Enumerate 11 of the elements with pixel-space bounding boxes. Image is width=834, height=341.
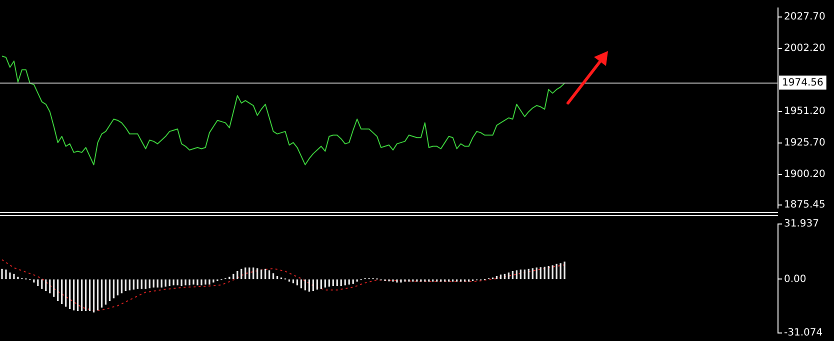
y-tick-label: 1875.45 (784, 200, 826, 211)
line-series (1, 259, 566, 312)
y-tick-label: 31.937 (784, 218, 819, 230)
y-tick-label: 2027.70 (784, 12, 826, 23)
y-tick-label: 1951.20 (784, 106, 826, 118)
y-tick-label: 1925.70 (784, 138, 826, 149)
ref-line-label: 1974.56 (782, 78, 824, 89)
y-tick-label: 0.00 (784, 274, 806, 285)
y-tick-label: -31.074 (784, 328, 823, 339)
y-tick-label: 1900.20 (784, 169, 826, 180)
y-tick-label: 2002.20 (784, 43, 826, 54)
